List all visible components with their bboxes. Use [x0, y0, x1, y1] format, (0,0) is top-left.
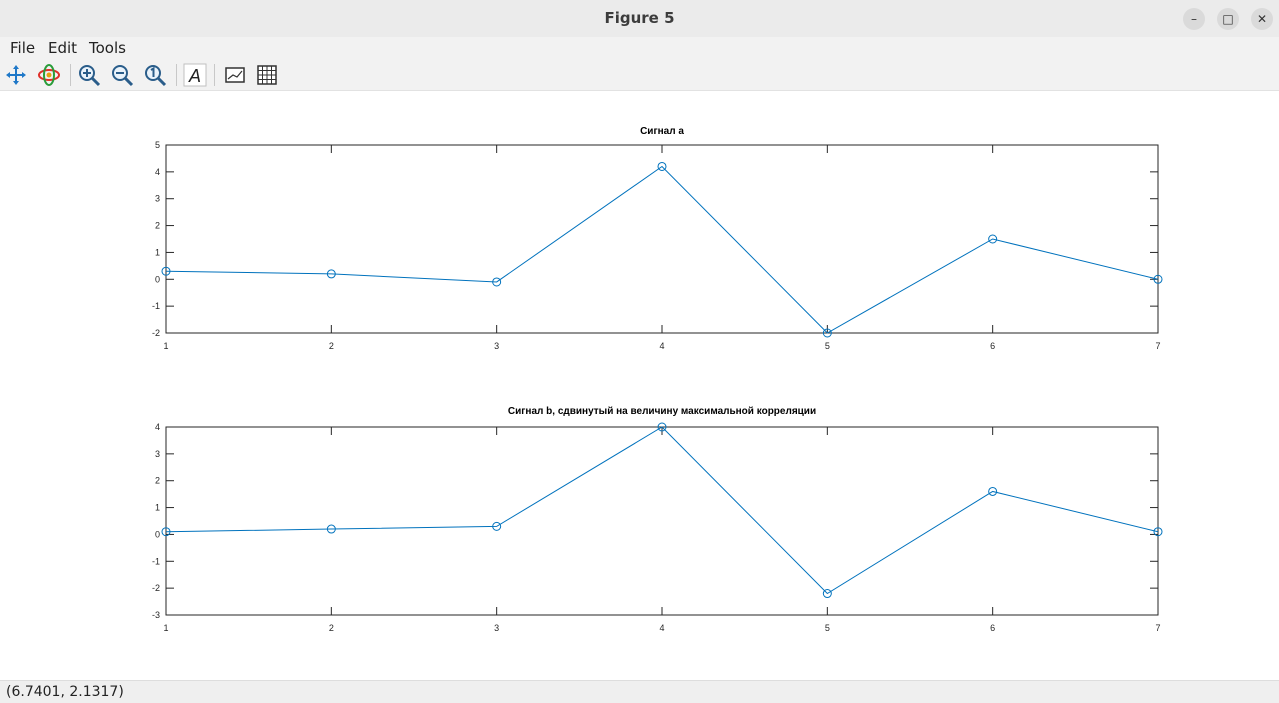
menu-edit[interactable]: Edit [48, 39, 78, 57]
x-tick-label: 2 [329, 623, 334, 633]
x-tick-label: 7 [1155, 623, 1160, 633]
zoom-in-icon[interactable] [77, 63, 101, 87]
axes-signal-b[interactable]: Сигнал b, сдвинутый на величину максимал… [152, 406, 1163, 633]
title-bar: Figure 5 – □ ✕ [0, 0, 1279, 38]
rotate-icon[interactable] [37, 63, 61, 87]
x-tick-label: 4 [659, 341, 664, 351]
y-tick-label: 4 [155, 422, 160, 432]
y-tick-label: -2 [152, 583, 160, 593]
y-tick-label: 2 [155, 221, 160, 231]
data-point [326, 269, 336, 279]
text-annotation-icon[interactable]: A [183, 63, 207, 87]
y-tick-label: 1 [155, 247, 160, 257]
x-tick-label: 3 [494, 341, 499, 351]
data-point [1153, 527, 1163, 537]
x-tick-label: 4 [659, 623, 664, 633]
data-point [1153, 274, 1163, 284]
y-tick-label: 1 [155, 503, 160, 513]
window-title: Figure 5 [604, 9, 675, 27]
zoom-reset-icon[interactable] [143, 63, 167, 87]
grid-toggle-icon[interactable] [255, 63, 279, 87]
menu-bar: File Edit Tools [0, 37, 1279, 60]
y-tick-label: 3 [155, 449, 160, 459]
svg-text:A: A [188, 66, 201, 86]
maximize-button[interactable]: □ [1217, 8, 1239, 30]
y-tick-label: 0 [155, 274, 160, 284]
axes-title: Сигнал b, сдвинутый на величину максимал… [508, 406, 816, 417]
x-tick-label: 7 [1155, 341, 1160, 351]
toolbar: A [0, 60, 1279, 91]
data-point [161, 266, 171, 276]
toolbar-separator [176, 64, 177, 86]
close-button[interactable]: ✕ [1251, 8, 1273, 30]
data-point [492, 277, 502, 287]
series-line [165, 165, 1159, 334]
axes-box [165, 426, 1159, 616]
y-tick-label: 5 [155, 140, 160, 150]
x-tick-label: 6 [990, 623, 995, 633]
y-tick-label: -2 [152, 328, 160, 338]
series-line [165, 426, 1159, 595]
y-tick-label: -3 [152, 610, 160, 620]
data-point [822, 328, 832, 338]
data-point [988, 234, 998, 244]
toolbar-separator [70, 64, 71, 86]
pan-icon[interactable] [4, 63, 28, 87]
menu-tools[interactable]: Tools [89, 39, 126, 57]
toolbar-separator [214, 64, 215, 86]
cursor-coordinates: (6.7401, 2.1317) [6, 684, 124, 700]
figure-canvas[interactable]: Сигнал a 1 2 3 4 5 6 7 5 4 3 2 1 0 -1 -2 Сигнал b, сдв… [0, 91, 1279, 679]
axes-title: Сигнал a [640, 126, 684, 137]
y-tick-label: 4 [155, 167, 160, 177]
data-point [326, 524, 336, 534]
y-tick-label: -1 [152, 301, 160, 311]
data-point [657, 422, 667, 432]
y-tick-label: 3 [155, 194, 160, 204]
zoom-out-icon[interactable] [110, 63, 134, 87]
x-tick-label: 1 [163, 341, 168, 351]
status-bar: (6.7401, 2.1317) [0, 680, 1279, 703]
x-tick-label: 2 [329, 341, 334, 351]
x-tick-label: 3 [494, 623, 499, 633]
data-point [822, 589, 832, 599]
y-tick-label: 2 [155, 476, 160, 486]
menu-file[interactable]: File [10, 39, 36, 57]
y-tick-label: 0 [155, 529, 160, 539]
x-tick-label: 1 [163, 623, 168, 633]
axes-toggle-icon[interactable] [223, 63, 247, 87]
axes-signal-a[interactable]: Сигнал a 1 2 3 4 5 6 7 5 4 3 2 1 0 -1 -2 [152, 126, 1163, 351]
data-point [988, 486, 998, 496]
data-point [161, 527, 171, 537]
data-point [492, 521, 502, 531]
x-tick-label: 5 [825, 341, 830, 351]
plot-area: Сигнал a 1 2 3 4 5 6 7 5 4 3 2 1 0 -1 -2 Сигнал b, сдв… [0, 91, 1279, 679]
minimize-button[interactable]: – [1183, 8, 1205, 30]
y-tick-label: -1 [152, 556, 160, 566]
data-point [657, 161, 667, 171]
x-tick-label: 6 [990, 341, 995, 351]
x-tick-label: 5 [825, 623, 830, 633]
axes-box [165, 144, 1159, 334]
